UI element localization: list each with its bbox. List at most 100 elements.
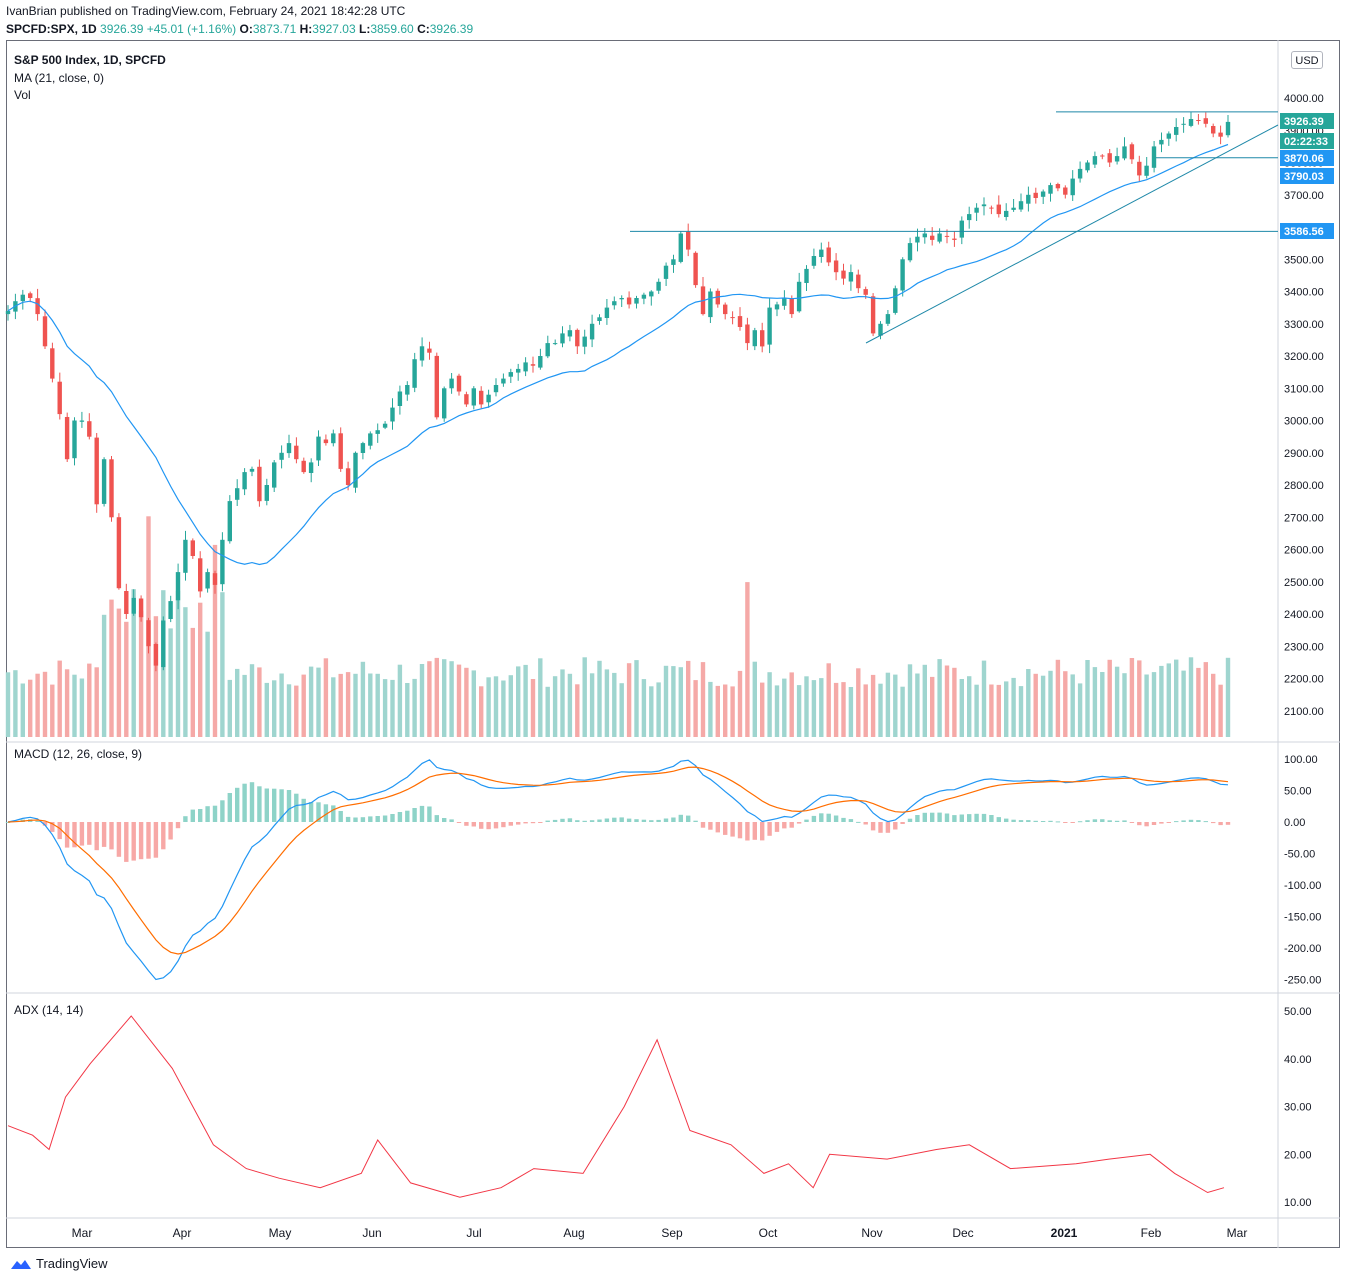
candle-body[interactable] [131,597,136,614]
candle-body[interactable] [338,433,343,469]
candle-body[interactable] [516,368,521,373]
candle-body[interactable] [1166,133,1171,139]
candle-body[interactable] [752,330,757,347]
candle-body[interactable] [1218,132,1223,137]
candle-body[interactable] [294,445,299,460]
candle-body[interactable] [575,329,580,347]
candle-body[interactable] [1159,139,1164,145]
candle-body[interactable] [397,391,403,407]
candle-body[interactable] [242,472,247,490]
candle-body[interactable] [1144,165,1149,176]
candle-body[interactable] [72,420,77,459]
candle-body[interactable] [1203,118,1208,124]
candle-body[interactable] [715,290,720,305]
candle-body[interactable] [634,298,639,304]
candle-body[interactable] [1048,185,1053,194]
candle-body[interactable] [5,310,11,315]
candle-body[interactable] [730,317,735,319]
candle-body[interactable] [212,573,218,585]
candle-body[interactable] [301,460,306,473]
candle-body[interactable] [161,620,166,668]
candle-body[interactable] [597,317,602,321]
candle-body[interactable] [656,281,661,291]
candle-body[interactable] [493,385,499,393]
candle-body[interactable] [1018,201,1024,210]
candle-body[interactable] [560,333,565,344]
candle-body[interactable] [626,297,632,305]
candle-body[interactable] [479,390,484,405]
candle-body[interactable] [545,343,550,357]
candle-body[interactable] [737,316,743,327]
candle-body[interactable] [619,298,624,300]
candle-body[interactable] [745,324,750,344]
candle-body[interactable] [1211,126,1216,134]
candle-body[interactable] [64,417,70,460]
candle-body[interactable] [471,388,476,406]
candle-body[interactable] [190,540,195,556]
candle-body[interactable] [353,452,358,488]
candle-body[interactable] [981,204,987,207]
candle-body[interactable] [434,355,439,418]
ma-21-line[interactable] [7,143,1229,566]
candle-body[interactable] [286,443,292,454]
candle-body[interactable] [323,439,329,444]
candle-body[interactable] [1114,156,1120,162]
candle-body[interactable] [464,394,469,405]
candle-body[interactable] [1196,120,1201,121]
candle-body[interactable] [826,247,831,263]
candle-body[interactable] [863,289,868,295]
candle-body[interactable] [878,323,883,336]
candle-body[interactable] [811,256,817,266]
candle-body[interactable] [782,298,787,306]
candle-body[interactable] [767,307,772,345]
candle-body[interactable] [1092,156,1098,165]
candle-body[interactable] [848,272,854,282]
candle-body[interactable] [1188,119,1194,126]
candle-body[interactable] [101,459,107,504]
candle-body[interactable] [567,330,573,337]
candle-body[interactable] [1011,207,1016,210]
candle-body[interactable] [552,343,558,345]
candle-body[interactable] [508,372,513,377]
candle-body[interactable] [841,270,846,279]
candle-body[interactable] [175,572,181,601]
candle-body[interactable] [235,488,240,500]
candle-body[interactable] [819,249,824,257]
candle-body[interactable] [50,348,55,379]
candle-body[interactable] [249,468,255,472]
candle-body[interactable] [708,291,713,318]
candle-body[interactable] [1063,187,1068,195]
candle-body[interactable] [1151,146,1157,168]
candle-body[interactable] [94,437,99,505]
candle-body[interactable] [663,265,669,279]
candle-body[interactable] [996,204,1001,215]
candle-body[interactable] [760,330,765,347]
candle-body[interactable] [944,235,950,237]
candle-body[interactable] [789,298,794,315]
candle-body[interactable] [900,259,905,291]
candle-body[interactable] [227,501,232,542]
candle-body[interactable] [146,620,151,647]
candle-body[interactable] [1181,123,1186,125]
candle-body[interactable] [1004,210,1009,217]
candle-body[interactable] [856,274,861,289]
candle-body[interactable] [205,572,210,589]
candle-body[interactable] [308,462,314,473]
signal-line[interactable] [7,766,1229,955]
candle-body[interactable] [1026,194,1031,204]
candle-body[interactable] [922,233,927,238]
candle-body[interactable] [331,433,336,444]
candle-body[interactable] [641,294,647,299]
candle-body[interactable] [198,558,203,592]
candle-body[interactable] [804,268,809,283]
candle-body[interactable] [1033,192,1038,198]
candle-body[interactable] [20,294,25,302]
chart-frame[interactable] [6,40,1340,1248]
candle-body[interactable] [582,336,587,347]
candle-body[interactable] [153,644,159,666]
candle-body[interactable] [345,468,351,485]
candle-body[interactable] [316,436,321,461]
candle-body[interactable] [1122,146,1127,159]
candle-body[interactable] [257,466,262,502]
candle-body[interactable] [42,316,48,347]
